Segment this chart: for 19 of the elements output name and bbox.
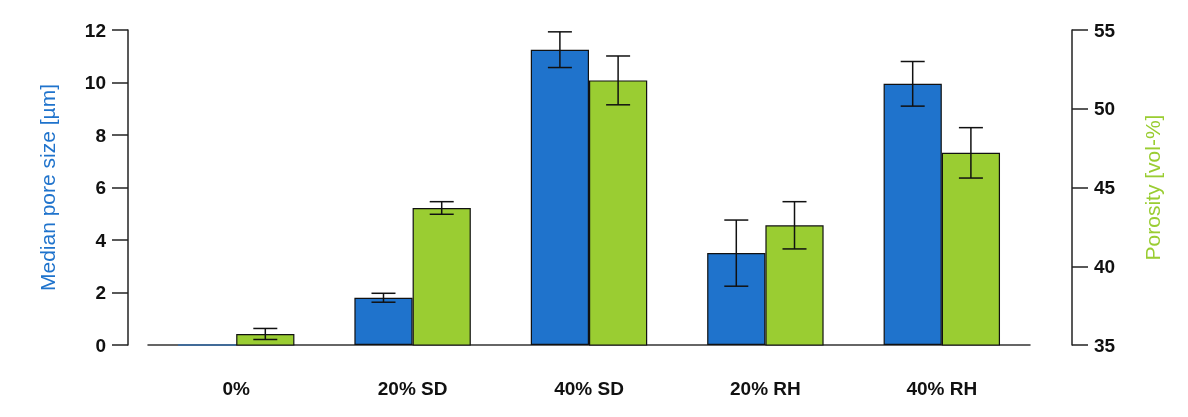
- x-tick-label: 40% SD: [554, 378, 624, 399]
- x-tick-label: 0%: [222, 378, 251, 399]
- y2-axis-title: Porosity [vol-%]: [1141, 114, 1164, 261]
- y-tick-label: 8: [95, 124, 106, 146]
- x-tick-label: 20% SD: [377, 378, 448, 399]
- y-tick-label: 10: [84, 72, 106, 93]
- y2-tick-label: 45: [1094, 177, 1116, 198]
- y2-tick-label: 55: [1094, 19, 1116, 41]
- y-tick-label: 2: [95, 282, 106, 303]
- y2-tick-label: 40: [1094, 255, 1116, 277]
- y2-tick-label: 35: [1094, 334, 1116, 356]
- y-axis-title: Median pore size [µm]: [36, 83, 59, 292]
- y-tick-label: 0: [95, 334, 106, 356]
- x-tick-label: 40% RH: [906, 378, 978, 399]
- y2-tick-label: 50: [1094, 98, 1116, 120]
- y-tick-label: 6: [95, 177, 106, 198]
- y-tick-label: 4: [95, 229, 107, 251]
- y-tick-label: 12: [84, 19, 106, 41]
- x-tick-label: 20% RH: [730, 378, 801, 399]
